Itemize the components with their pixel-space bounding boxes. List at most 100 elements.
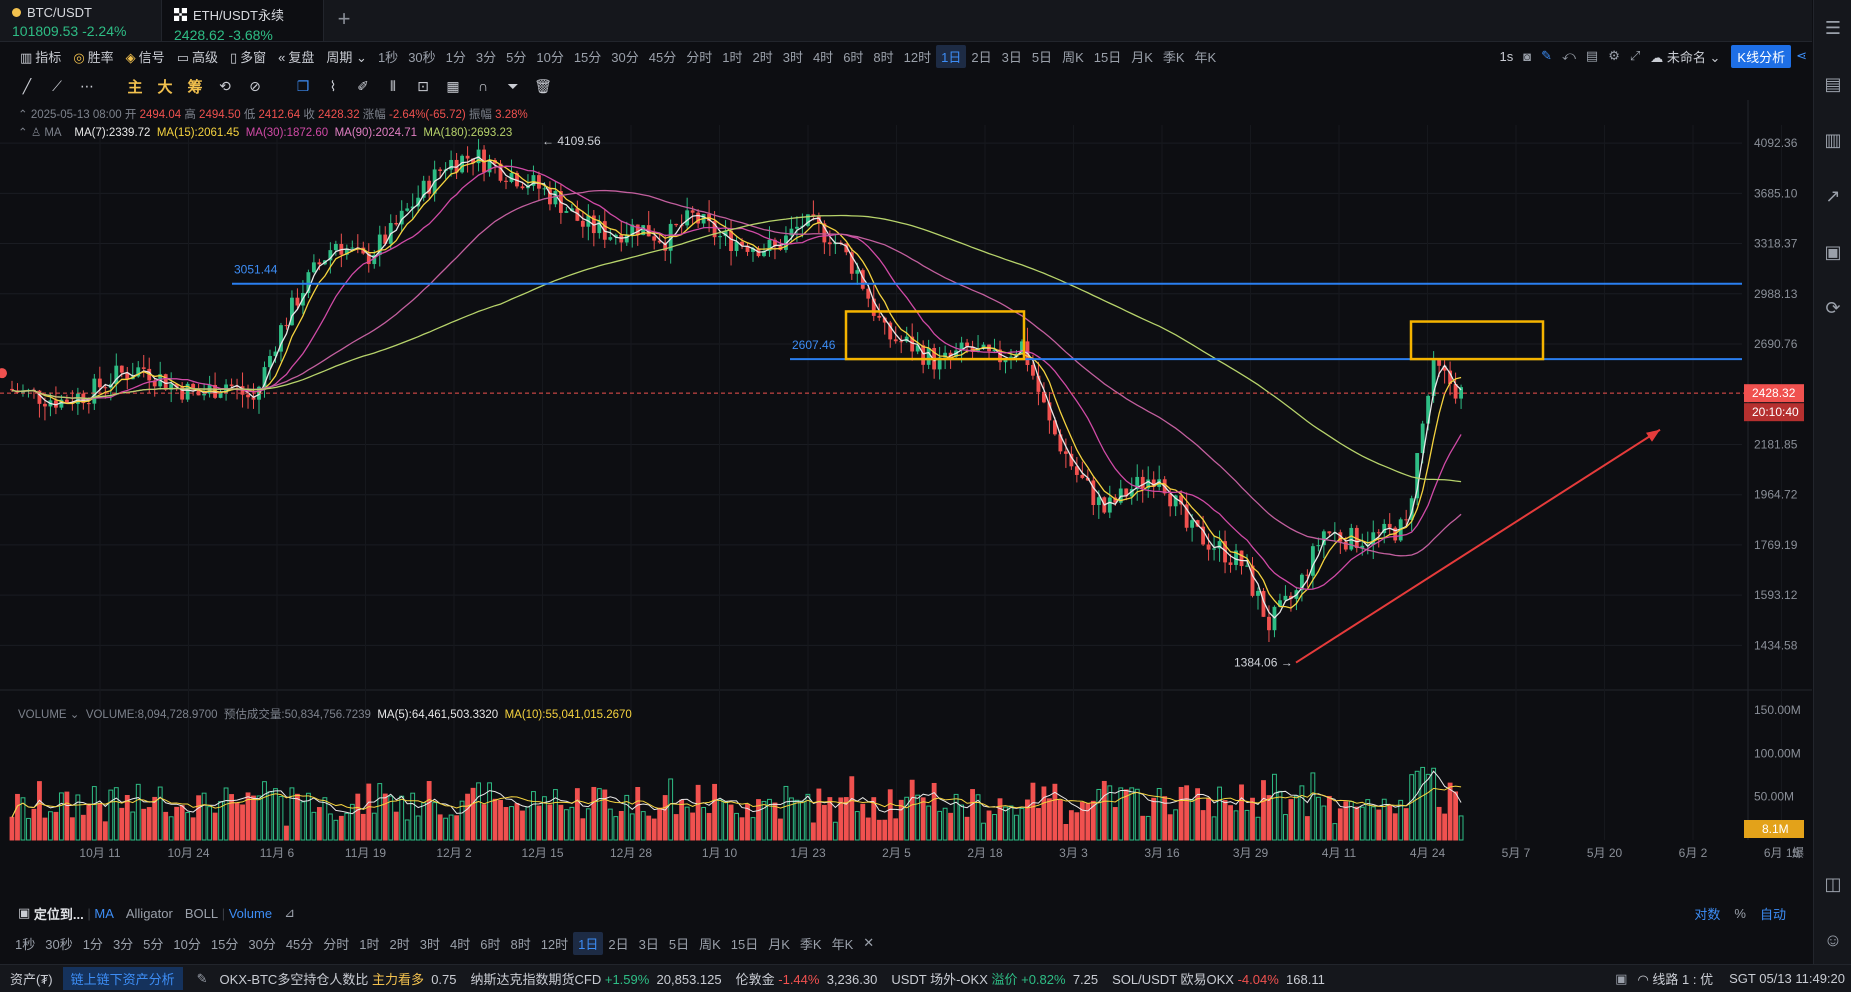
ruler-icon[interactable]: ⌇ xyxy=(329,77,337,94)
panel-icon[interactable]: ◫ xyxy=(1824,873,1842,894)
document-icon[interactable]: ▤ xyxy=(1824,73,1842,94)
kline-analysis-button[interactable]: K线分析 xyxy=(1731,44,1792,68)
timeframe-18[interactable]: 2日 xyxy=(971,49,992,65)
pattern-icon[interactable]: ⦀ xyxy=(389,77,397,94)
advanced-button[interactable]: ▭ 高级 xyxy=(176,49,218,65)
bottom-timeframe-5[interactable]: 10分 xyxy=(173,936,201,952)
bottom-timeframe-2[interactable]: 1分 xyxy=(82,936,103,952)
signal-button[interactable]: ◈ 信号 xyxy=(125,49,165,65)
add-tab-button[interactable]: + xyxy=(337,6,351,31)
onchain-analysis-button[interactable]: 链上链下资产分析 xyxy=(62,967,183,990)
bottom-timeframe-0[interactable]: 1秒 xyxy=(15,936,36,952)
bottom-timeframe-8[interactable]: 45分 xyxy=(285,936,314,952)
bottom-timeframe-15[interactable]: 8时 xyxy=(510,936,531,952)
assistant-icon[interactable]: ☺ xyxy=(1823,929,1843,950)
timeframe-12[interactable]: 3时 xyxy=(782,49,803,65)
bottom-timeframe-16[interactable]: 12时 xyxy=(540,936,569,952)
bottom-timeframe-24[interactable]: 季K xyxy=(799,936,822,952)
alligator-indicator[interactable]: Alligator xyxy=(125,905,173,921)
bottom-timeframe-12[interactable]: 3时 xyxy=(419,936,440,952)
redo-icon[interactable]: ⤺ xyxy=(1562,48,1576,63)
bottom-timeframe-11[interactable]: 2时 xyxy=(389,936,410,952)
orderbook-icon[interactable]: ▥ xyxy=(1824,129,1842,150)
timeframe-1[interactable]: 30秒 xyxy=(408,49,436,65)
collapse-icon[interactable]: ⌃ xyxy=(18,109,28,121)
timeframe-13[interactable]: 4时 xyxy=(812,49,834,65)
boll-indicator[interactable]: BOLL xyxy=(184,905,219,921)
timeframe-11[interactable]: 2时 xyxy=(752,49,773,65)
chart-up-icon[interactable]: ↗ xyxy=(1825,185,1841,206)
timeframe-3[interactable]: 3分 xyxy=(475,49,497,65)
timeframe-8[interactable]: 45分 xyxy=(648,49,677,65)
note-icon[interactable]: ▦ xyxy=(446,77,460,94)
timeframe-21[interactable]: 周K xyxy=(1062,49,1084,65)
settings-icon[interactable]: ⚙ xyxy=(1608,48,1620,63)
tab-eth[interactable]: ETH/USDT永续 2428.62 -3.68% xyxy=(162,0,324,43)
timeframe-10[interactable]: 1时 xyxy=(722,49,743,65)
locate-button[interactable]: 定位到... xyxy=(33,906,84,922)
big-order-button[interactable]: 大 xyxy=(157,78,173,96)
bottom-timeframe-1[interactable]: 30秒 xyxy=(45,936,73,952)
period-dropdown[interactable]: 周期 ⌄ xyxy=(326,49,367,65)
timeframe-25[interactable]: 年K xyxy=(1194,49,1217,65)
magnet-icon[interactable]: ∩ xyxy=(477,78,489,94)
main-chip-button[interactable]: 主 xyxy=(127,78,143,96)
timeframe-23[interactable]: 月K xyxy=(1131,49,1153,65)
bottom-timeframe-7[interactable]: 30分 xyxy=(248,936,276,952)
timeframe-5[interactable]: 10分 xyxy=(536,49,564,65)
layout-icon[interactable]: ▣ xyxy=(1615,970,1628,986)
volume-indicator[interactable]: Volume xyxy=(228,905,273,921)
timeframe-4[interactable]: 5分 xyxy=(506,49,527,65)
bottom-timeframe-25[interactable]: 年K xyxy=(831,936,854,952)
camera-icon[interactable]: ◙ xyxy=(1523,48,1532,64)
bottom-timeframe-23[interactable]: 月K xyxy=(768,936,790,952)
timeframe-17[interactable]: 1日 xyxy=(936,44,967,68)
timeframe-7[interactable]: 30分 xyxy=(611,49,639,65)
close-timeframes-icon[interactable]: ✕ xyxy=(863,935,875,950)
timeframe-14[interactable]: 6时 xyxy=(843,49,864,65)
indicators-button[interactable]: ▥ 指标 xyxy=(20,49,62,65)
bottom-timeframe-22[interactable]: 15日 xyxy=(730,936,759,952)
price-chart[interactable]: 4092.36 3685.10 3318.37 2988.13 2690.76 2181.… xyxy=(0,100,1812,900)
multi-window-button[interactable]: ▯ 多窗 xyxy=(230,49,267,65)
timeframe-22[interactable]: 15日 xyxy=(1093,49,1122,65)
share-icon[interactable]: ⋖ xyxy=(1796,48,1807,63)
bottom-timeframe-13[interactable]: 4时 xyxy=(450,936,471,952)
refresh-icon[interactable]: ⟳ xyxy=(1825,297,1841,318)
timeframe-9[interactable]: 分时 xyxy=(686,49,713,65)
save-icon[interactable]: ▤ xyxy=(1585,48,1599,63)
lock-icon[interactable]: ⊡ xyxy=(417,77,429,94)
bottom-timeframe-10[interactable]: 1时 xyxy=(359,936,380,952)
layout-name[interactable]: ☁ 未命名 ⌄ xyxy=(1650,49,1721,65)
replay-button[interactable]: «复盘 xyxy=(278,49,315,65)
bottom-timeframe-9[interactable]: 分时 xyxy=(323,936,350,952)
connection-line[interactable]: ◠ 线路 1 : 优 xyxy=(1637,972,1714,987)
auto-scale-toggle[interactable]: 自动 xyxy=(1759,906,1786,922)
log-scale-toggle[interactable]: 对数 xyxy=(1694,906,1721,922)
ticker-item[interactable]: 纳斯达克指数期货CFD +1.59% 20,853.125 xyxy=(470,972,722,987)
fullscreen-icon[interactable]: ⤢ xyxy=(1629,48,1641,63)
list-icon[interactable]: ☰ xyxy=(1824,17,1842,38)
bottom-timeframe-19[interactable]: 3日 xyxy=(638,936,659,952)
copy-icon[interactable]: ❐ xyxy=(296,77,310,94)
pen-icon[interactable]: ✎ xyxy=(1541,48,1552,63)
bottom-timeframe-14[interactable]: 6时 xyxy=(480,936,501,952)
filter-icon[interactable]: ⏷ xyxy=(507,77,519,94)
ticker-item[interactable]: 伦敦金 -1.44% 3,236.30 xyxy=(735,972,878,987)
sync-icon[interactable]: ⟲ xyxy=(219,77,231,94)
timeframe-19[interactable]: 3日 xyxy=(1001,49,1022,65)
hide-tools-icon[interactable]: ⊘ xyxy=(249,77,261,94)
timeframe-6[interactable]: 15分 xyxy=(573,49,602,65)
assets-label[interactable]: 资产(₮) xyxy=(10,972,53,987)
tab-btc[interactable]: BTC/USDT 101809.53 -2.24% xyxy=(0,0,162,41)
bottom-timeframe-3[interactable]: 3分 xyxy=(112,936,134,952)
chip-button[interactable]: 筹 xyxy=(187,78,203,96)
timeframe-24[interactable]: 季K xyxy=(1162,49,1185,65)
ma-settings-icon[interactable]: ⌃ ♙ xyxy=(18,127,42,139)
monitor-icon[interactable]: ▣ xyxy=(1824,241,1842,262)
bottom-timeframe-4[interactable]: 5分 xyxy=(143,936,164,952)
ticker-item[interactable]: USDT 场外-OKX 溢价 +0.82% 7.25 xyxy=(891,972,1099,987)
timeframe-20[interactable]: 5日 xyxy=(1031,49,1053,65)
timeframe-16[interactable]: 12时 xyxy=(903,49,932,65)
percent-toggle[interactable]: % xyxy=(1734,905,1746,921)
